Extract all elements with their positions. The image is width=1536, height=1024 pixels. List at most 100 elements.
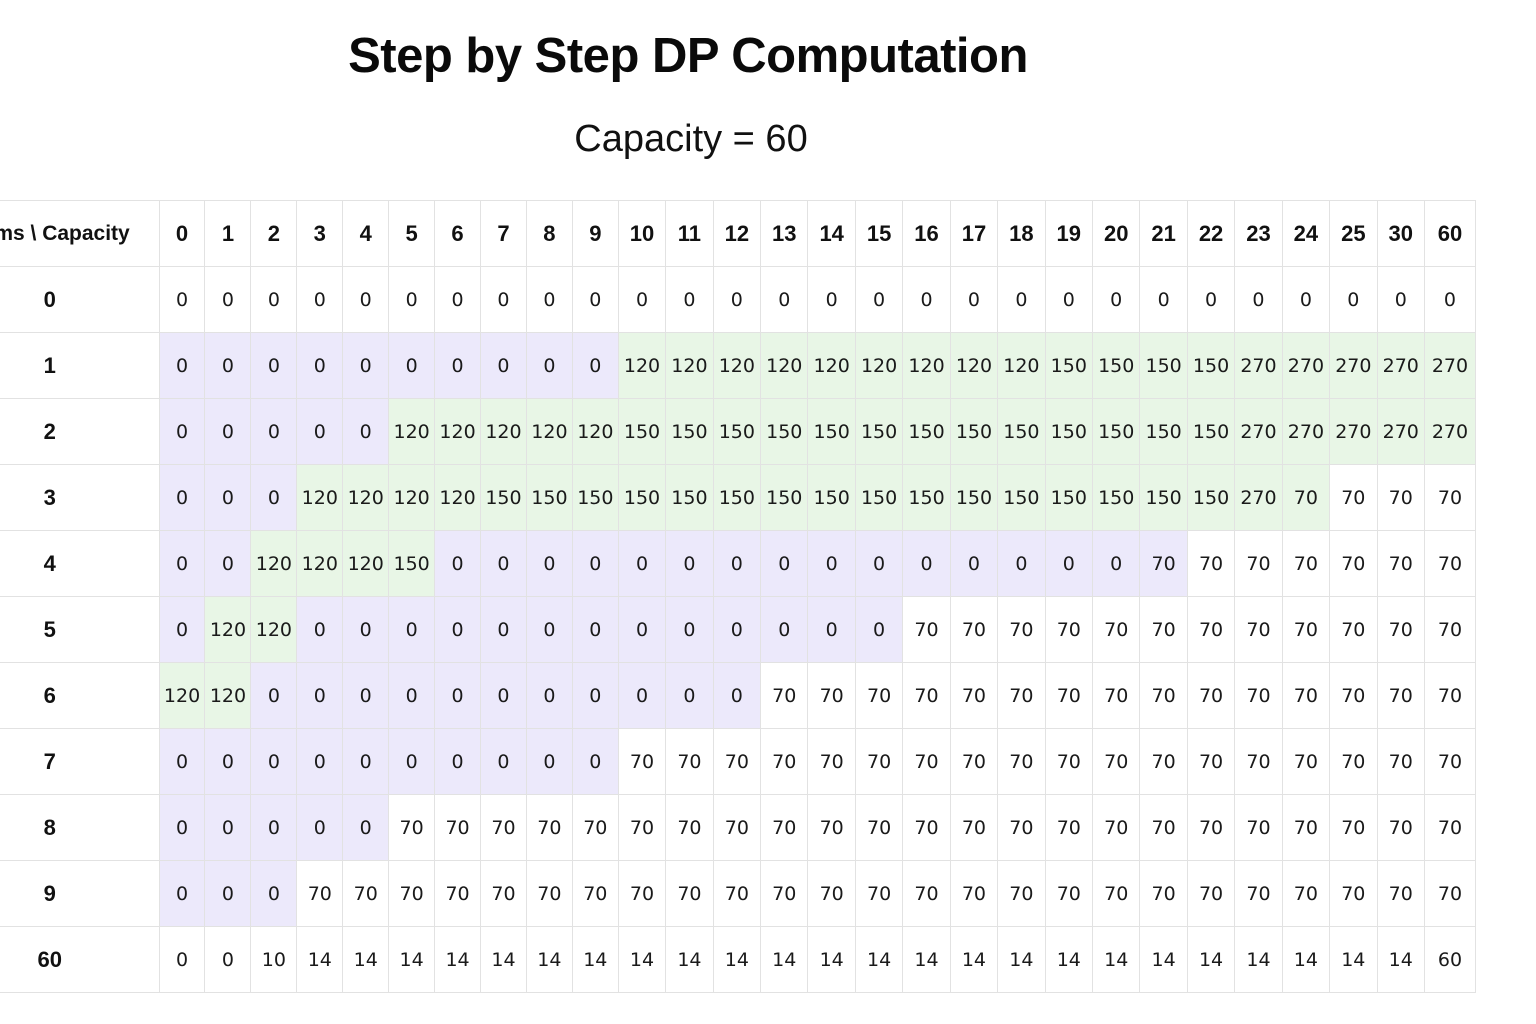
table-cell: 70	[1186, 860, 1236, 927]
column-header: 10	[617, 200, 667, 267]
table-cell: 120	[434, 464, 482, 531]
table-cell: 0	[1044, 266, 1094, 333]
table-cell: 70	[1329, 464, 1378, 531]
table-cell: 0	[571, 728, 619, 795]
table-cell: 70	[1091, 728, 1141, 795]
table-cell: 0	[158, 464, 206, 531]
table-cell: 0	[525, 728, 573, 795]
column-header: 16	[902, 200, 951, 267]
table-cell: 120	[388, 398, 436, 465]
table-cell: 0	[204, 398, 252, 465]
table-cell: 0	[204, 728, 252, 795]
table-cell: 0	[854, 530, 904, 597]
table-cell: 0	[712, 530, 762, 597]
table-cell: 120	[525, 398, 573, 465]
table-cell: 10	[250, 926, 298, 993]
table-cell: 0	[158, 596, 206, 663]
table-cell: 70	[665, 794, 714, 861]
table-cell: 70	[1423, 728, 1477, 795]
table-cell: 70	[854, 662, 904, 729]
table-cell: 150	[902, 398, 951, 465]
column-header: 15	[854, 200, 904, 267]
table-cell: 0	[296, 596, 344, 663]
table-cell: 14	[1376, 926, 1425, 993]
table-cell: 70	[1139, 860, 1188, 927]
table-cell: 70	[1044, 662, 1094, 729]
table-cell: 150	[807, 464, 856, 531]
table-cell: 120	[250, 596, 298, 663]
table-cell: 14	[1186, 926, 1236, 993]
table-cell: 14	[1329, 926, 1378, 993]
table-cell: 70	[1281, 728, 1331, 795]
table-cell: 70	[760, 860, 809, 927]
column-header: 6	[434, 200, 482, 267]
row-header: 5	[0, 596, 160, 663]
table-cell: 0	[665, 530, 714, 597]
table-cell: 14	[434, 926, 482, 993]
table-cell: 70	[1281, 530, 1331, 597]
table-cell: 150	[1139, 398, 1188, 465]
table-cell: 0	[617, 596, 667, 663]
table-cell: 70	[1329, 794, 1378, 861]
table-cell: 0	[250, 464, 298, 531]
table-cell: 150	[997, 398, 1046, 465]
column-header: 13	[760, 200, 809, 267]
table-cell: 70	[1329, 596, 1378, 663]
table-cell: 120	[296, 464, 344, 531]
table-cell: 150	[1186, 332, 1236, 399]
column-header: 25	[1329, 200, 1378, 267]
table-cell: 270	[1329, 332, 1378, 399]
table-cell: 70	[1091, 662, 1141, 729]
table-cell: 14	[525, 926, 573, 993]
table-cell: 150	[949, 464, 999, 531]
table-cell: 70	[807, 662, 856, 729]
table-cell: 70	[1186, 596, 1236, 663]
table-cell: 120	[571, 398, 619, 465]
table-cell: 14	[712, 926, 762, 993]
table-row: 9 0 0 0 70 70 70 70 70 70 70 70 70 70 70 70 70 70 70 70 70 70…	[0, 860, 1477, 927]
table-cell: 70	[434, 794, 482, 861]
table-cell: 70	[760, 728, 809, 795]
column-header: 18	[997, 200, 1046, 267]
table-cell: 0	[250, 860, 298, 927]
table-cell: 14	[760, 926, 809, 993]
table-cell: 70	[1423, 596, 1477, 663]
table-cell: 70	[1186, 662, 1236, 729]
table-cell: 70	[434, 860, 482, 927]
table-cell: 70	[1281, 464, 1331, 531]
table-cell: 0	[665, 266, 714, 333]
table-cell: 150	[1139, 464, 1188, 531]
table-cell: 70	[1376, 728, 1425, 795]
table-cell: 0	[571, 596, 619, 663]
table-cell: 70	[296, 860, 344, 927]
table-row: 4 0 0 120 120 120 150 0 0 0 0 0 0 0 0 0 0 0 0 0 0 0 70 70 70 70 70…	[0, 530, 1477, 597]
table-cell: 0	[807, 596, 856, 663]
table-cell: 0	[434, 332, 482, 399]
table-cell: 70	[1044, 860, 1094, 927]
table-cell: 150	[388, 530, 436, 597]
table-cell: 70	[1423, 662, 1477, 729]
table-cell: 70	[1423, 794, 1477, 861]
table-cell: 70	[902, 596, 951, 663]
table-cell: 0	[250, 398, 298, 465]
table-cell: 70	[854, 728, 904, 795]
table-cell: 70	[807, 728, 856, 795]
table-cell: 70	[902, 860, 951, 927]
table-cell: 70	[1281, 860, 1331, 927]
table-cell: 120	[854, 332, 904, 399]
column-header: 22	[1186, 200, 1236, 267]
table-cell: 70	[997, 860, 1046, 927]
table-cell: 0	[571, 266, 619, 333]
table-cell: 0	[997, 530, 1046, 597]
table-cell: 70	[617, 794, 667, 861]
table-cell: 0	[1139, 266, 1188, 333]
table-cell: 70	[712, 728, 762, 795]
table-cell: 0	[204, 860, 252, 927]
table-cell: 0	[480, 332, 527, 399]
table-cell: 120	[158, 662, 206, 729]
table-cell: 0	[388, 266, 436, 333]
table-cell: 70	[1376, 464, 1425, 531]
table-cell: 150	[1044, 464, 1094, 531]
table-cell: 150	[665, 464, 714, 531]
table-cell: 0	[571, 530, 619, 597]
